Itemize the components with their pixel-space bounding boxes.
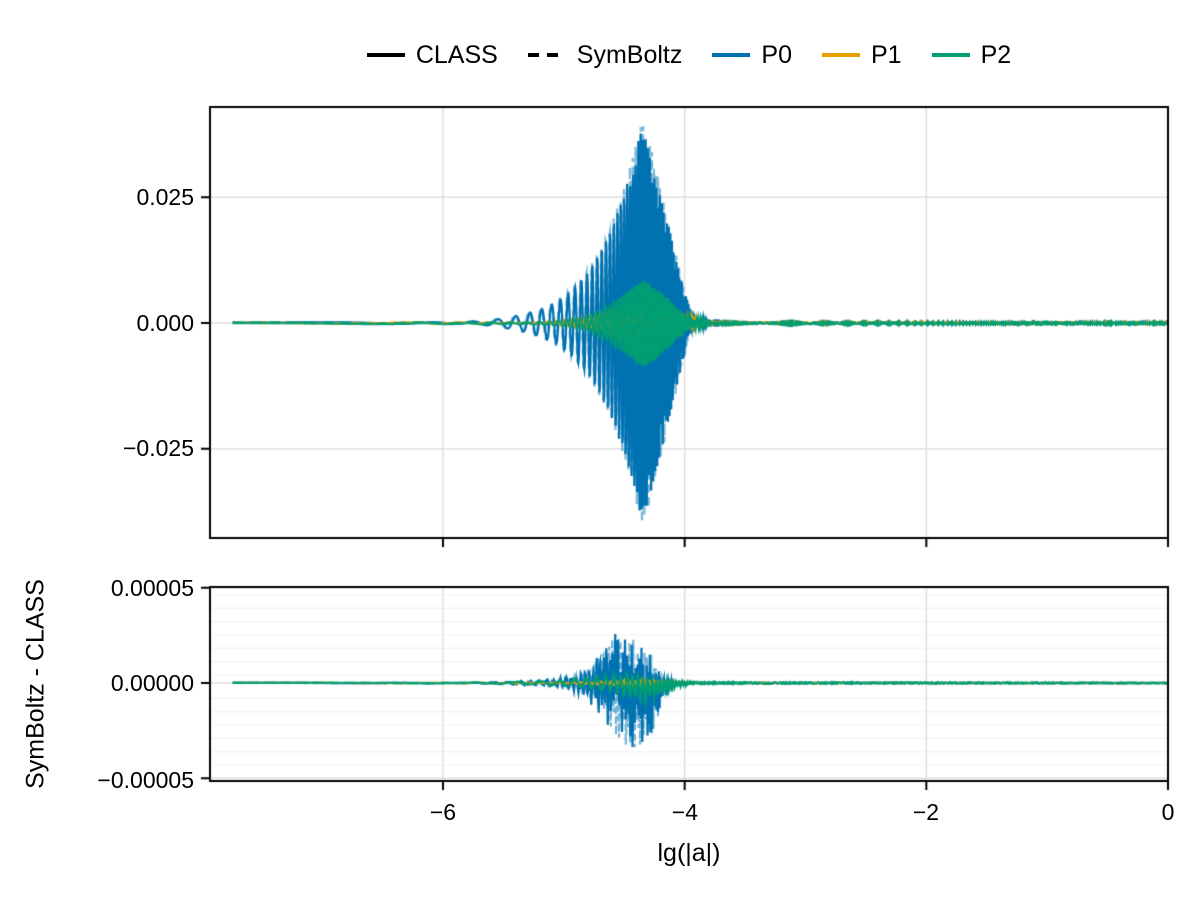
xtick-0: −6 (429, 799, 457, 825)
ytick-residual-2: −0.00005 (97, 767, 194, 793)
ytick-residual-0: 0.00005 (110, 575, 194, 601)
legend-label-class: CLASS (415, 41, 498, 69)
legend-label-symboltz: SymBoltz (576, 41, 683, 69)
ytick-main-1: 0.000 (136, 310, 194, 336)
legend-entry-p1: P1 (821, 40, 902, 70)
legend-label-p1: P1 (870, 41, 902, 69)
legend: CLASS SymBoltz P0 P1 P2 (210, 38, 1168, 72)
xtick-3: 0 (1161, 799, 1175, 825)
p1-line-icon (821, 53, 860, 57)
p2-line-icon (931, 53, 970, 57)
legend-label-p0: P0 (761, 41, 792, 69)
solid-line-icon (366, 53, 405, 57)
legend-entry-class: CLASS (366, 40, 498, 70)
legend-entry-symboltz: SymBoltz (527, 40, 683, 70)
ytick-main-2: −0.025 (123, 435, 194, 461)
ytick-main-0: 0.025 (136, 184, 194, 210)
xtick-1: −4 (671, 799, 699, 825)
legend-entry-p0: P0 (712, 40, 792, 70)
p0-line-icon (712, 53, 751, 57)
x-axis-label: lg(|a|) (657, 839, 721, 867)
xtick-2: −2 (912, 799, 940, 825)
legend-label-p2: P2 (980, 41, 1012, 69)
dashed-line-icon (527, 53, 566, 57)
residual-y-axis-label: SymBoltz - CLASS (21, 579, 50, 789)
ytick-residual-1: 0.00000 (110, 670, 194, 696)
legend-entry-p2: P2 (931, 40, 1012, 70)
